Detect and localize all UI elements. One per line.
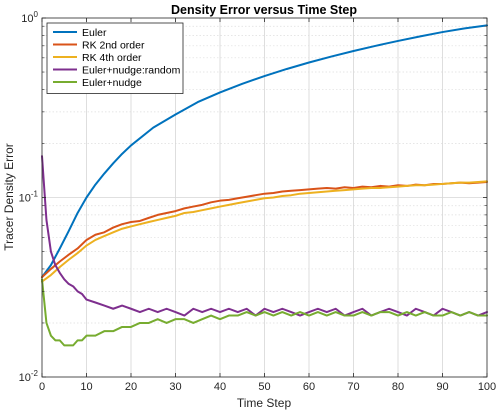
y-tick-label: 100 <box>21 10 38 25</box>
x-tick-label: 90 <box>436 381 448 393</box>
y-tick-label: 10-1 <box>19 190 39 205</box>
series-line-euler-nudge-random <box>41 155 488 317</box>
x-tick-label: 10 <box>80 381 92 393</box>
x-tick-label: 20 <box>125 381 137 393</box>
x-tick-label: 40 <box>214 381 226 393</box>
series-line-euler <box>41 24 488 279</box>
x-tick-label: 80 <box>392 381 404 393</box>
x-tick-label: 50 <box>258 381 270 393</box>
legend-label-euler-nudge-random: Euler+nudge:random <box>82 64 181 76</box>
series-lines <box>41 24 488 347</box>
series-line-euler-nudge <box>41 278 488 347</box>
x-tick-label: 60 <box>303 381 315 393</box>
grid-lines <box>42 18 487 377</box>
x-tick-label: 30 <box>169 381 181 393</box>
y-tick-label: 10-2 <box>19 369 39 384</box>
x-tick-label: 100 <box>478 381 496 393</box>
legend-label-euler-nudge: Euler+nudge <box>82 77 142 89</box>
x-axis-ticks: 0 10 20 30 40 50 60 70 80 90 100 <box>39 18 496 393</box>
chart-title: Density Error versus Time Step <box>171 3 357 17</box>
legend-label-rk-2nd-order: RK 2nd order <box>82 39 145 51</box>
x-tick-label: 70 <box>347 381 359 393</box>
x-tick-label: 0 <box>39 381 45 393</box>
series-line-rk-4th-order <box>41 180 488 283</box>
y-axis-ticks: 10-2 10-1 100 <box>19 10 487 384</box>
y-axis-label: Tracer Density Error <box>2 143 16 251</box>
x-axis-label: Time Step <box>237 396 292 410</box>
legend-label-euler: Euler <box>82 27 107 39</box>
legend-label-rk-4th-order: RK 4th order <box>82 52 142 64</box>
